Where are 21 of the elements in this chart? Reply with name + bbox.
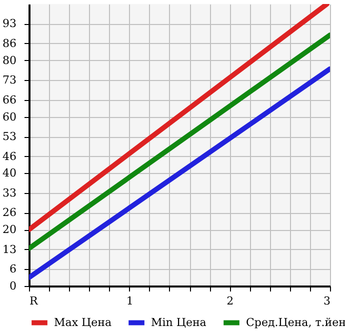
y-tick-label: 46 — [2, 150, 16, 163]
x-tick-label: R — [30, 294, 38, 308]
y-tick-label: 33 — [2, 186, 16, 200]
x-tick-label: 3 — [324, 294, 330, 308]
y-tick-label: 6 — [10, 262, 16, 276]
y-tick-label: 53 — [2, 130, 16, 144]
y-tick-label: 13 — [2, 242, 16, 256]
legend-label: Max Цена — [54, 316, 112, 329]
y-tick-label: 73 — [2, 74, 16, 87]
y-tick-label: 93 — [2, 17, 16, 30]
y-tick-label: 86 — [2, 36, 16, 50]
y-tick-label: 20 — [2, 223, 16, 236]
y-tick-label: 80 — [2, 54, 16, 67]
legend-label: Min Цена — [151, 316, 207, 329]
y-tick-label: 60 — [2, 110, 16, 124]
x-tick-label: 1 — [126, 294, 134, 308]
y-tick-label: 40 — [2, 166, 16, 180]
y-tick-label: 0 — [10, 280, 16, 292]
y-tick-label: 26 — [2, 206, 16, 220]
y-tick-label: 66 — [2, 93, 16, 106]
x-tick-label: 2 — [226, 294, 234, 308]
